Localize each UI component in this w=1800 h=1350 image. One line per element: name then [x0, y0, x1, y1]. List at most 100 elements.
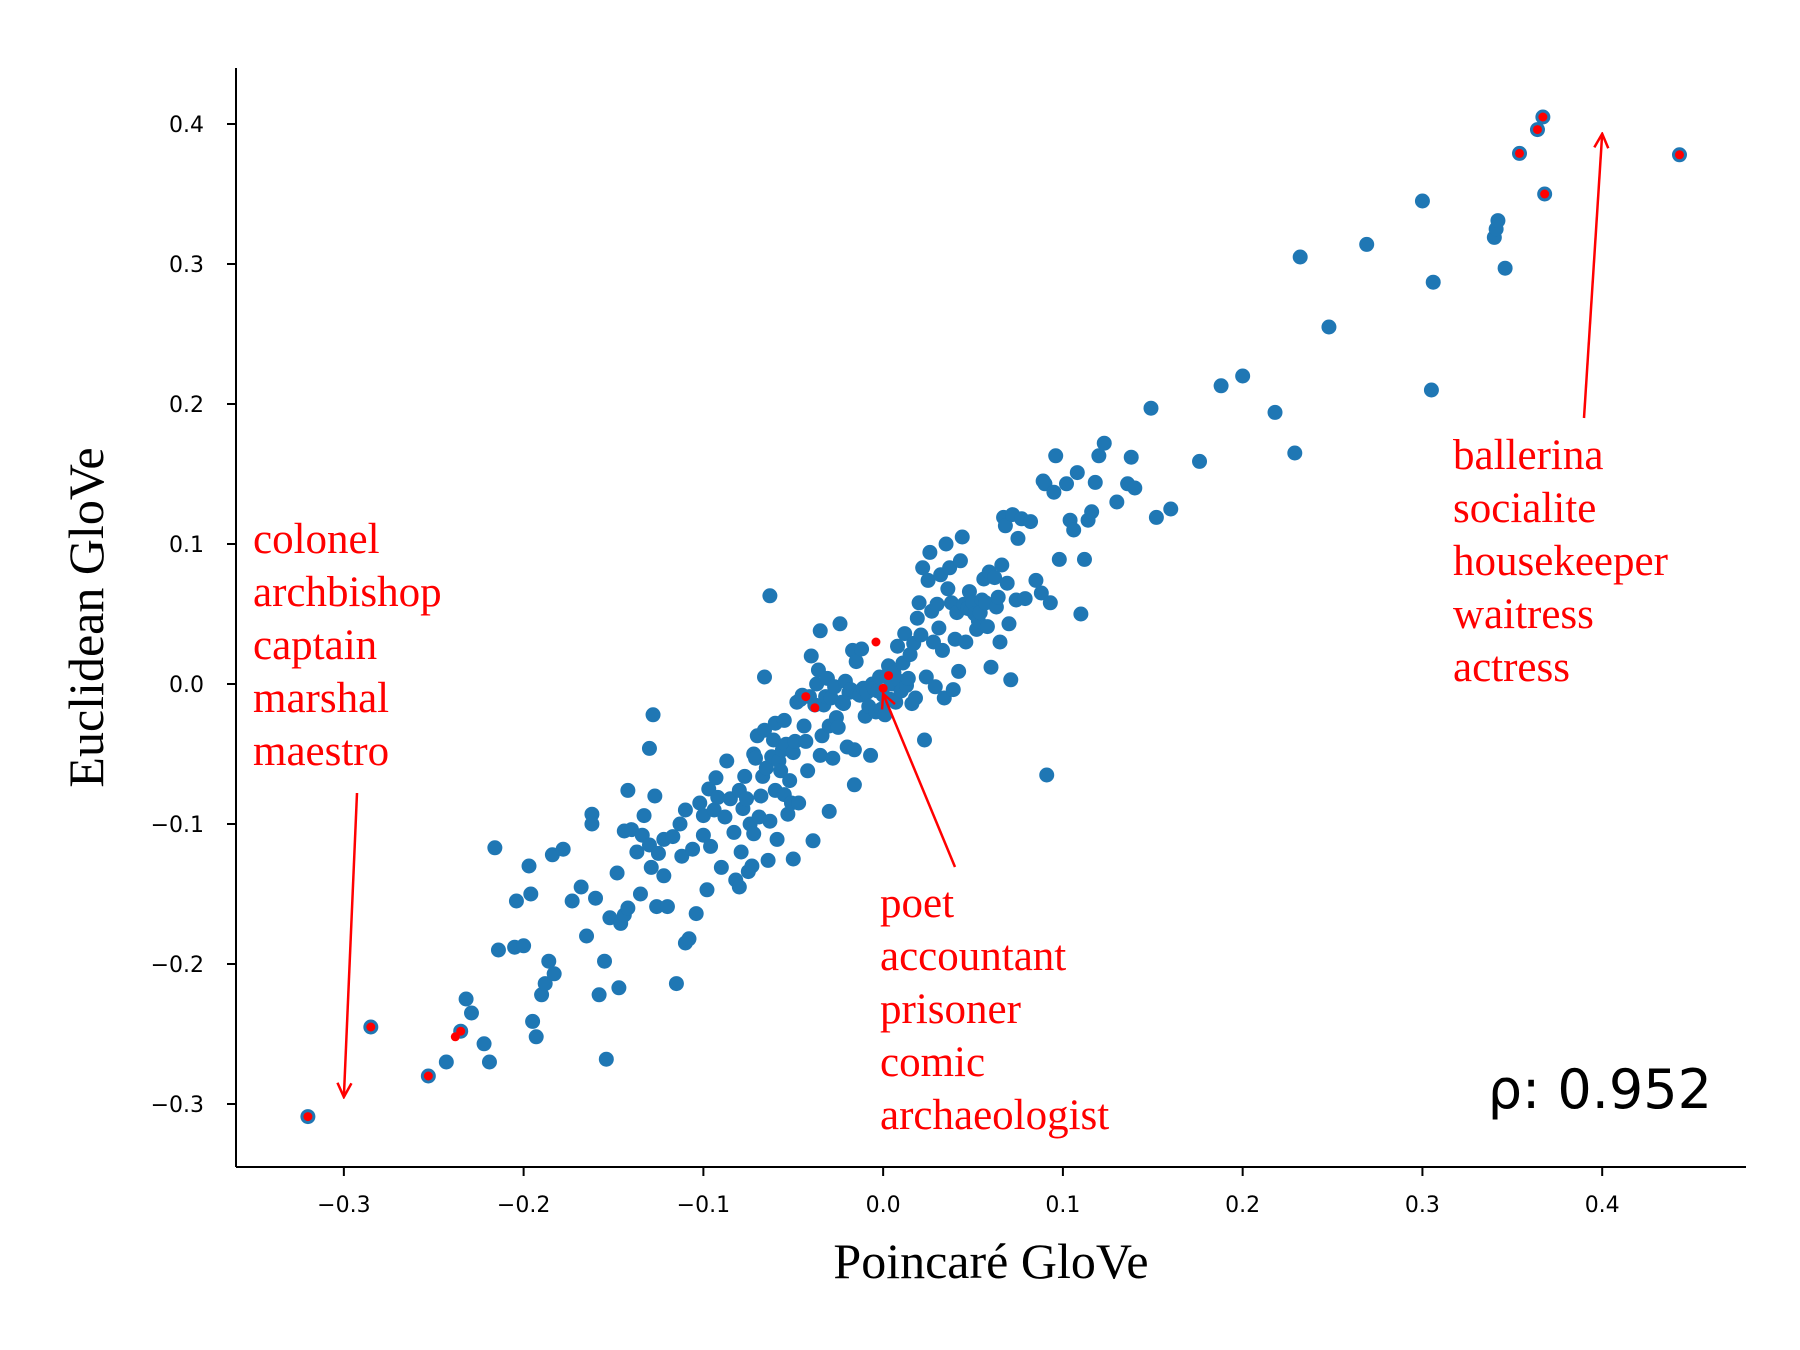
data-point: [717, 809, 733, 825]
highlighted-point: [456, 1026, 466, 1036]
data-point: [918, 669, 934, 685]
data-point: [620, 900, 636, 916]
data-point: [1287, 445, 1303, 461]
data-point: [508, 893, 524, 909]
data-point: [647, 788, 663, 804]
data-point: [1148, 509, 1164, 525]
data-point: [825, 750, 841, 766]
x-axis-title: Poincaré GloVe: [833, 1233, 1148, 1289]
x-tick-label: 0.2: [1225, 1193, 1260, 1218]
annotation-2: poet accountant prisoner comic archaeologist: [880, 694, 1109, 1139]
data-point: [656, 868, 672, 884]
data-point: [1490, 213, 1506, 229]
y-tick-label: 0.0: [169, 673, 204, 698]
annotation-label: poet: [880, 880, 954, 927]
data-point: [909, 610, 925, 626]
data-point: [1001, 616, 1017, 632]
correlation-label: ρ: 0.952: [1488, 1058, 1712, 1121]
data-point: [1359, 236, 1375, 252]
data-point: [1084, 504, 1100, 520]
highlighted-point: [303, 1112, 313, 1122]
data-point: [983, 659, 999, 675]
data-point: [1017, 591, 1033, 607]
data-point: [584, 816, 600, 832]
annotation-label: captain: [253, 622, 377, 669]
data-point: [710, 789, 726, 805]
data-point: [997, 518, 1013, 534]
data-point: [979, 619, 995, 635]
data-point: [733, 844, 749, 860]
data-point: [758, 760, 774, 776]
data-point: [1046, 484, 1062, 500]
data-point: [668, 976, 684, 992]
data-point: [1267, 404, 1283, 420]
axes-group: −0.3 −0.2 −0.1 0.0 0.1 0.2 0.3 0.4 −0.3 −0.2 −0.1 0…: [58, 68, 1746, 1289]
data-point: [516, 938, 532, 954]
y-tick-label: −0.2: [151, 953, 204, 978]
data-point: [1091, 448, 1107, 464]
data-point: [1087, 474, 1103, 490]
data-point: [803, 648, 819, 664]
data-point: [832, 616, 848, 632]
annotation-label: marshal: [253, 675, 389, 722]
data-point: [830, 719, 846, 735]
data-point: [951, 663, 967, 679]
data-point: [641, 740, 657, 756]
data-point: [952, 553, 968, 569]
data-point: [877, 707, 893, 723]
data-point: [611, 980, 627, 996]
annotation-arrow: [1582, 134, 1602, 419]
data-point: [699, 882, 715, 898]
points-group: [300, 109, 1687, 1125]
data-point: [541, 953, 557, 969]
data-point: [564, 893, 580, 909]
data-point: [757, 722, 772, 738]
data-point: [1163, 501, 1179, 517]
highlighted-point: [1540, 189, 1550, 199]
data-point: [1069, 465, 1085, 481]
data-point: [739, 791, 755, 807]
data-point: [685, 841, 701, 857]
x-tick-label: −0.2: [497, 1193, 550, 1218]
data-point: [821, 803, 837, 819]
highlighted-point: [1674, 150, 1684, 160]
data-point: [537, 976, 553, 992]
annotation-label: prisoner: [880, 986, 1021, 1033]
data-point: [942, 560, 958, 576]
data-point: [945, 682, 961, 698]
data-point: [994, 557, 1010, 573]
data-point: [999, 575, 1015, 591]
annotation-arrow: [883, 694, 957, 868]
highlighted-point: [871, 637, 881, 647]
annotations-group: colonel archbishop captain marshal maestro po…: [253, 134, 1712, 1139]
data-point: [649, 899, 665, 915]
data-point: [726, 824, 742, 840]
data-point: [760, 852, 776, 868]
data-point: [636, 808, 652, 824]
data-point: [629, 844, 645, 860]
data-point: [1066, 522, 1082, 538]
data-point: [1192, 453, 1208, 469]
annotation-label: accountant: [880, 933, 1066, 980]
data-point: [665, 829, 681, 845]
annotation-label: ballerina: [1453, 432, 1603, 479]
data-point: [521, 858, 537, 874]
data-point: [846, 777, 862, 793]
y-axis-title: Euclidean GloVe: [58, 447, 114, 787]
data-point: [672, 816, 688, 832]
data-point: [785, 745, 801, 761]
data-point: [692, 795, 708, 811]
data-point: [713, 859, 729, 875]
data-point: [782, 773, 798, 789]
data-point: [706, 802, 722, 818]
data-point: [776, 712, 792, 728]
data-point: [1235, 368, 1251, 384]
data-point: [643, 859, 659, 875]
annotation-label: maestro: [253, 728, 389, 775]
data-point: [650, 845, 666, 861]
data-point: [854, 641, 870, 657]
data-point: [438, 1054, 454, 1070]
y-tick-label: −0.1: [151, 813, 204, 838]
data-point: [645, 707, 661, 723]
